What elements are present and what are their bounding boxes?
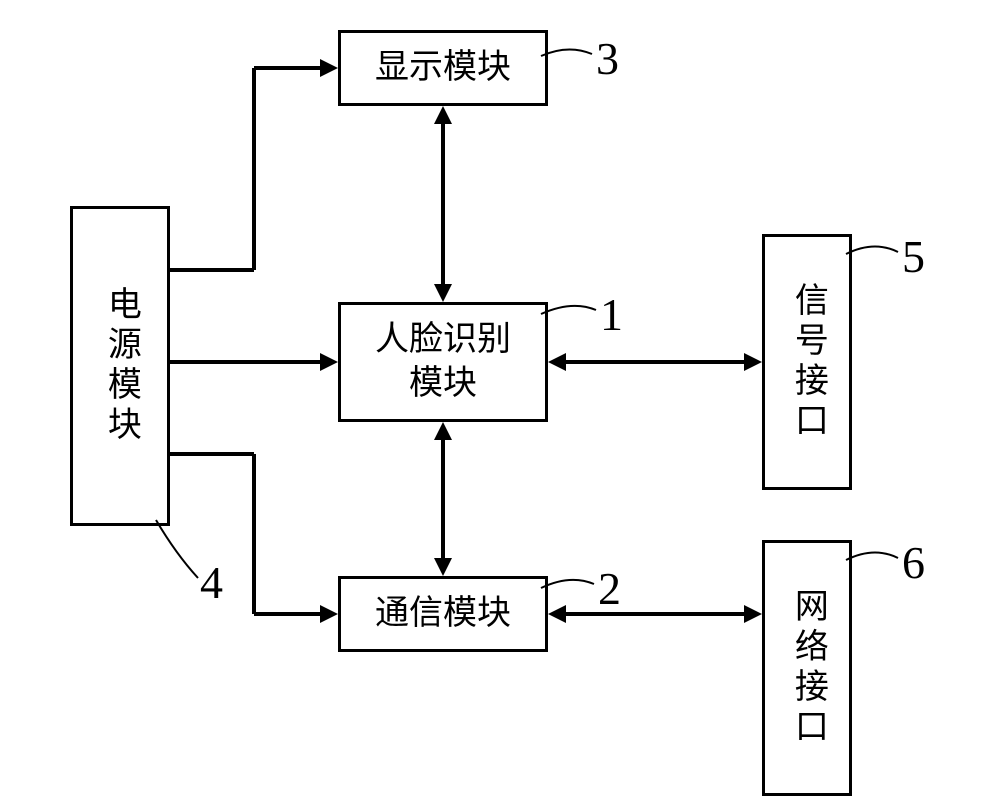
box-display-label: 显示模块: [375, 46, 511, 90]
box-face-label: 人脸识别模块: [375, 318, 511, 406]
box-network-label: 网络接口: [787, 588, 828, 748]
callout-number-5: 5: [902, 230, 925, 283]
box-network-interface: 网络接口: [762, 540, 852, 796]
callout-number-6: 6: [902, 536, 925, 589]
callout-number-4: 4: [200, 556, 223, 609]
diagram-canvas: 电源模块 显示模块 人脸识别模块 通信模块 信号接口 网络接口 1 2 3 4 …: [0, 0, 1000, 728]
box-power-module: 电源模块: [70, 206, 170, 526]
box-power-label: 电源模块: [100, 286, 141, 446]
box-signal-label: 信号接口: [787, 282, 828, 442]
box-comm-label: 通信模块: [375, 592, 511, 636]
box-signal-interface: 信号接口: [762, 234, 852, 490]
callout-number-3: 3: [596, 32, 619, 85]
box-display-module: 显示模块: [338, 30, 548, 106]
callout-number-2: 2: [598, 562, 621, 615]
box-face-recognition-module: 人脸识别模块: [338, 302, 548, 422]
box-communication-module: 通信模块: [338, 576, 548, 652]
callout-number-1: 1: [600, 288, 623, 341]
